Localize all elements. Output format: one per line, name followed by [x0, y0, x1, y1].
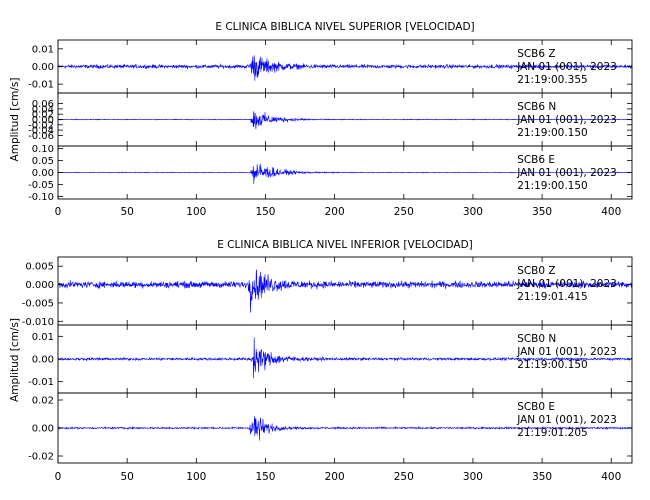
- date-label: JAN 01 (001), 2023: [516, 114, 617, 126]
- x-tick-label: 400: [601, 206, 621, 218]
- chart-title: E CLINICA BIBLICA NIVEL INFERIOR [VELOCI…: [217, 239, 473, 251]
- station-label: SCB0 N: [517, 333, 556, 345]
- y-tick-label: 0.04: [32, 104, 54, 115]
- y-tick-label: -0.05: [28, 180, 54, 191]
- x-tick-label: 400: [601, 471, 621, 483]
- y-axis-label: Amplitud [cm/s]: [9, 78, 21, 162]
- y-tick-label: 0.00: [32, 424, 54, 435]
- time-label: 21:19:01.415: [517, 291, 588, 303]
- time-label: 21:19:00.150: [517, 180, 588, 192]
- x-tick-label: 300: [463, 471, 483, 483]
- waveform-scb6-z: [57, 55, 633, 81]
- date-label: JAN 01 (001), 2023: [516, 278, 617, 290]
- y-tick-label: 0.05: [32, 156, 54, 167]
- y-tick-label: 0.10: [32, 144, 54, 155]
- date-label: JAN 01 (001), 2023: [516, 61, 617, 73]
- y-tick-label: -0.010: [22, 317, 54, 328]
- waveform-scb0-n: [57, 337, 632, 379]
- date-label: JAN 01 (001), 2023: [516, 414, 617, 426]
- x-tick-label: 350: [532, 471, 552, 483]
- x-tick-label: 0: [55, 206, 62, 218]
- y-tick-label: 0.06: [32, 99, 54, 110]
- date-label: JAN 01 (001), 2023: [516, 167, 617, 179]
- time-label: 21:19:00.150: [517, 127, 588, 139]
- time-label: 21:19:01.205: [517, 427, 588, 439]
- station-label: SCB6 N: [517, 101, 556, 113]
- waveform-scb6-e: [57, 163, 633, 184]
- y-tick-label: -0.02: [28, 120, 54, 131]
- y-tick-label: 0.02: [32, 396, 54, 407]
- station-label: SCB6 Z: [517, 48, 555, 60]
- x-tick-label: 50: [120, 471, 133, 483]
- y-axis-label: Amplitud [cm/s]: [9, 318, 21, 402]
- x-tick-label: 50: [120, 206, 133, 218]
- time-label: 21:19:00.150: [517, 359, 588, 371]
- y-tick-label: -0.02: [28, 452, 54, 463]
- waveform-scb0-z: [57, 269, 633, 313]
- waveform-scb6-n: [57, 111, 633, 130]
- y-tick-label: 0.02: [32, 110, 54, 121]
- x-tick-label: 250: [394, 471, 414, 483]
- x-tick-label: 250: [394, 206, 414, 218]
- y-tick-label: 0.00: [32, 355, 54, 366]
- x-tick-label: 100: [186, 206, 206, 218]
- time-label: 21:19:00.355: [517, 74, 588, 86]
- station-label: SCB0 Z: [517, 265, 555, 277]
- y-tick-label: 0.01: [32, 332, 54, 343]
- y-tick-label: 0.01: [32, 44, 54, 55]
- date-label: JAN 01 (001), 2023: [516, 346, 617, 358]
- y-tick-label: 0.00: [32, 115, 54, 126]
- y-tick-label: -0.04: [28, 126, 54, 137]
- x-tick-label: 100: [186, 471, 206, 483]
- x-tick-label: 150: [255, 471, 275, 483]
- x-tick-label: 300: [463, 206, 483, 218]
- y-tick-label: -0.01: [28, 377, 54, 388]
- y-tick-label: -0.06: [28, 131, 54, 142]
- x-tick-label: 0: [55, 471, 62, 483]
- x-tick-label: 200: [325, 471, 345, 483]
- y-tick-label: -0.10: [28, 192, 54, 203]
- y-tick-label: -0.01: [28, 80, 54, 91]
- y-tick-label: -0.005: [22, 298, 54, 309]
- chart-title: E CLINICA BIBLICA NIVEL SUPERIOR [VELOCI…: [215, 21, 474, 33]
- x-tick-label: 200: [325, 206, 345, 218]
- x-tick-label: 350: [532, 206, 552, 218]
- x-tick-label: 150: [255, 206, 275, 218]
- y-tick-label: 0.005: [25, 262, 54, 273]
- waveform-scb0-e: [57, 416, 633, 441]
- y-tick-label: 0.00: [32, 168, 54, 179]
- station-label: SCB0 E: [517, 401, 555, 413]
- y-tick-label: 0.000: [25, 280, 54, 291]
- station-label: SCB6 E: [517, 154, 555, 166]
- y-tick-label: 0.00: [32, 62, 54, 73]
